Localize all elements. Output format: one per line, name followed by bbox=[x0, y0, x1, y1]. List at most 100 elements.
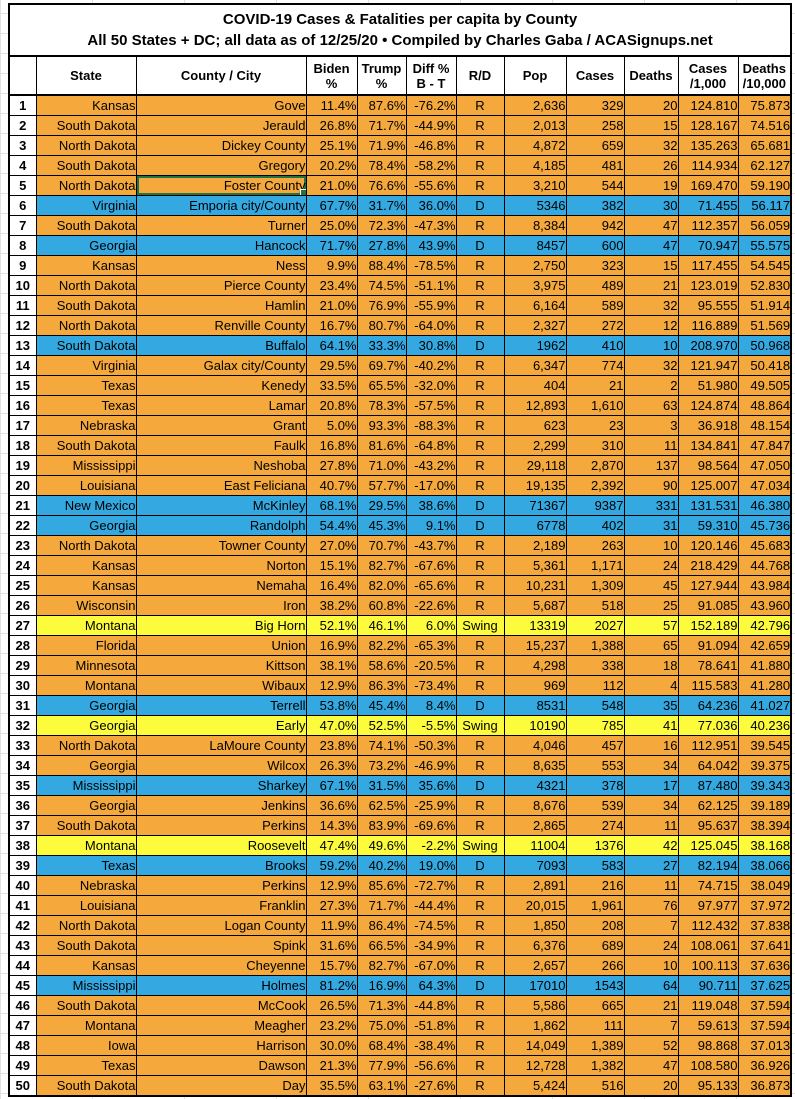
cell-state[interactable]: Louisiana bbox=[35, 475, 137, 496]
cell-county[interactable]: Brooks bbox=[135, 855, 307, 876]
cell-diff-pct[interactable]: -67.6% bbox=[405, 555, 457, 576]
cell-cases-per-1000[interactable]: 59.310 bbox=[677, 515, 739, 536]
row-number[interactable]: 34 bbox=[8, 755, 37, 776]
cell-diff-pct[interactable]: -20.5% bbox=[405, 655, 457, 676]
cell-party[interactable]: D bbox=[455, 495, 505, 516]
cell-state[interactable]: Georgia bbox=[35, 795, 137, 816]
cell-biden-pct[interactable]: 33.5% bbox=[305, 375, 358, 396]
cell-deaths[interactable]: 2 bbox=[623, 375, 679, 396]
cell-county[interactable]: Dickey County bbox=[135, 135, 307, 156]
cell-diff-pct[interactable]: -38.4% bbox=[405, 1035, 457, 1056]
cell-pop[interactable]: 6,376 bbox=[503, 935, 567, 956]
cell-trump-pct[interactable]: 82.2% bbox=[356, 635, 407, 656]
cell-deaths[interactable]: 24 bbox=[623, 555, 679, 576]
cell-deaths[interactable]: 57 bbox=[623, 615, 679, 636]
cell-county[interactable]: Gregory bbox=[135, 155, 307, 176]
cell-party[interactable]: R bbox=[455, 655, 505, 676]
cell-trump-pct[interactable]: 46.1% bbox=[356, 615, 407, 636]
cell-deaths[interactable]: 21 bbox=[623, 995, 679, 1016]
cell-biden-pct[interactable]: 16.7% bbox=[305, 315, 358, 336]
cell-county[interactable]: Turner bbox=[135, 215, 307, 236]
cell-cases-per-1000[interactable]: 115.583 bbox=[677, 675, 739, 696]
cell-party[interactable]: R bbox=[455, 455, 505, 476]
row-number[interactable]: 23 bbox=[8, 535, 37, 556]
cell-party[interactable]: R bbox=[455, 795, 505, 816]
cell-state[interactable]: South Dakota bbox=[35, 115, 137, 136]
cell-party[interactable]: D bbox=[455, 695, 505, 716]
row-number[interactable]: 25 bbox=[8, 575, 37, 596]
cell-deaths[interactable]: 34 bbox=[623, 755, 679, 776]
cell-deaths[interactable]: 41 bbox=[623, 715, 679, 736]
cell-pop[interactable]: 2,327 bbox=[503, 315, 567, 336]
cell-party[interactable]: R bbox=[455, 595, 505, 616]
cell-county[interactable]: Lamar bbox=[135, 395, 307, 416]
cell-trump-pct[interactable]: 68.4% bbox=[356, 1035, 407, 1056]
cell-diff-pct[interactable]: 36.0% bbox=[405, 195, 457, 216]
cell-cases[interactable]: 589 bbox=[565, 295, 625, 316]
cell-pop[interactable]: 5,361 bbox=[503, 555, 567, 576]
cell-state[interactable]: Georgia bbox=[35, 695, 137, 716]
cell-cases-per-1000[interactable]: 128.167 bbox=[677, 115, 739, 136]
cell-deaths[interactable]: 17 bbox=[623, 775, 679, 796]
cell-pop[interactable]: 5,687 bbox=[503, 595, 567, 616]
cell-pop[interactable]: 2,865 bbox=[503, 815, 567, 836]
cell-pop[interactable]: 5,586 bbox=[503, 995, 567, 1016]
cell-trump-pct[interactable]: 27.8% bbox=[356, 235, 407, 256]
cell-state[interactable]: Nebraska bbox=[35, 875, 137, 896]
cell-cases-per-1000[interactable]: 71.455 bbox=[677, 195, 739, 216]
cell-deaths[interactable]: 47 bbox=[623, 235, 679, 256]
cell-diff-pct[interactable]: -5.5% bbox=[405, 715, 457, 736]
cell-deaths-per-10000[interactable]: 45.736 bbox=[737, 515, 792, 536]
cell-pop[interactable]: 1962 bbox=[503, 335, 567, 356]
cell-state[interactable]: Wisconsin bbox=[35, 595, 137, 616]
cell-biden-pct[interactable]: 23.8% bbox=[305, 735, 358, 756]
cell-deaths[interactable]: 15 bbox=[623, 115, 679, 136]
cell-state[interactable]: Mississippi bbox=[35, 775, 137, 796]
cell-state[interactable]: Kansas bbox=[35, 94, 137, 116]
cell-state[interactable]: Virginia bbox=[35, 355, 137, 376]
row-number[interactable]: 5 bbox=[8, 175, 37, 196]
cell-state[interactable]: North Dakota bbox=[35, 275, 137, 296]
cell-biden-pct[interactable]: 27.3% bbox=[305, 895, 358, 916]
cell-trump-pct[interactable]: 86.3% bbox=[356, 675, 407, 696]
cell-cases[interactable]: 1,389 bbox=[565, 1035, 625, 1056]
cell-cases[interactable]: 208 bbox=[565, 915, 625, 936]
cell-cases-per-1000[interactable]: 95.637 bbox=[677, 815, 739, 836]
cell-deaths[interactable]: 21 bbox=[623, 275, 679, 296]
cell-county[interactable]: Hancock bbox=[135, 235, 307, 256]
cell-trump-pct[interactable]: 66.5% bbox=[356, 935, 407, 956]
row-number[interactable]: 11 bbox=[8, 295, 37, 316]
cell-deaths[interactable]: 25 bbox=[623, 595, 679, 616]
col-header-cases_per_1000[interactable]: Cases/1,000 bbox=[677, 55, 739, 96]
cell-state[interactable]: North Dakota bbox=[35, 175, 137, 196]
cell-trump-pct[interactable]: 81.6% bbox=[356, 435, 407, 456]
row-number[interactable]: 49 bbox=[8, 1055, 37, 1076]
cell-cases-per-1000[interactable]: 95.133 bbox=[677, 1075, 739, 1097]
cell-state[interactable]: South Dakota bbox=[35, 335, 137, 356]
cell-trump-pct[interactable]: 40.2% bbox=[356, 855, 407, 876]
cell-deaths-per-10000[interactable]: 56.117 bbox=[737, 195, 792, 216]
cell-biden-pct[interactable]: 53.8% bbox=[305, 695, 358, 716]
cell-deaths-per-10000[interactable]: 36.926 bbox=[737, 1055, 792, 1076]
cell-cases-per-1000[interactable]: 64.042 bbox=[677, 755, 739, 776]
cell-trump-pct[interactable]: 78.3% bbox=[356, 395, 407, 416]
cell-county[interactable]: LaMoure County bbox=[135, 735, 307, 756]
cell-diff-pct[interactable]: -72.7% bbox=[405, 875, 457, 896]
cell-cases-per-1000[interactable]: 135.263 bbox=[677, 135, 739, 156]
cell-biden-pct[interactable]: 11.9% bbox=[305, 915, 358, 936]
cell-county[interactable]: Holmes bbox=[135, 975, 307, 996]
cell-cases[interactable]: 263 bbox=[565, 535, 625, 556]
cell-deaths-per-10000[interactable]: 41.027 bbox=[737, 695, 792, 716]
cell-diff-pct[interactable]: -88.3% bbox=[405, 415, 457, 436]
cell-pop[interactable]: 8457 bbox=[503, 235, 567, 256]
col-header-deaths[interactable]: Deaths bbox=[623, 55, 679, 96]
cell-county[interactable]: Randolph bbox=[135, 515, 307, 536]
row-number[interactable]: 9 bbox=[8, 255, 37, 276]
cell-deaths-per-10000[interactable]: 52.830 bbox=[737, 275, 792, 296]
cell-party[interactable]: R bbox=[455, 175, 505, 196]
cell-deaths-per-10000[interactable]: 50.418 bbox=[737, 355, 792, 376]
cell-pop[interactable]: 4321 bbox=[503, 775, 567, 796]
cell-state[interactable]: Texas bbox=[35, 855, 137, 876]
cell-pop[interactable]: 4,185 bbox=[503, 155, 567, 176]
cell-cases[interactable]: 378 bbox=[565, 775, 625, 796]
